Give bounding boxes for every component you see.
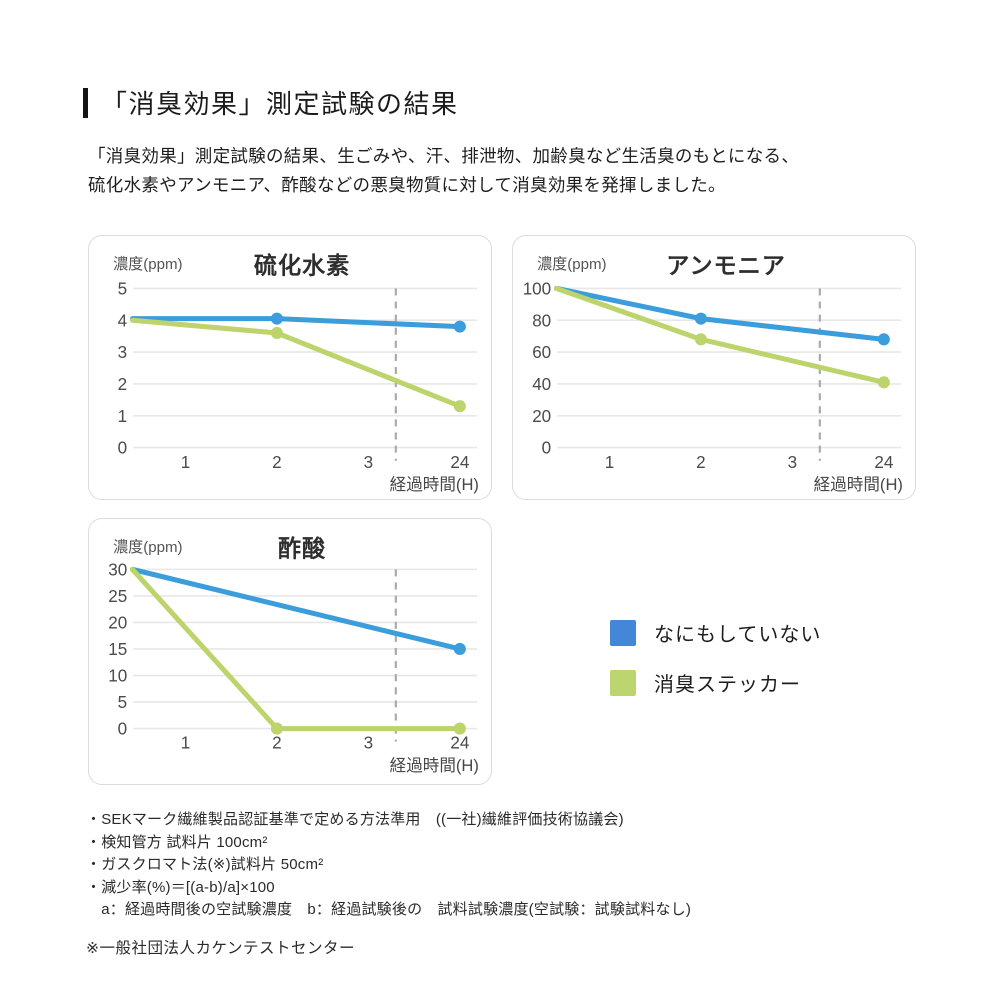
y-tick-label: 20 [532, 407, 551, 426]
y-tick-label: 5 [118, 279, 128, 298]
series-line [129, 566, 463, 652]
y-tick-label: 3 [118, 343, 128, 362]
intro-text: 「消臭効果」測定試験の結果、生ごみや、汗、排泄物、加齢臭など生活臭のもとになる、… [88, 142, 799, 200]
intro-line-2: 硫化水素やアンモニア、酢酸などの悪臭物質に対して消臭効果を発揮しました。 [88, 175, 726, 195]
chart-card-ammonia: 100 80 60 40 20 0 1 2 3 24 濃度(ppm) アンモニア経過時間(H) [512, 235, 916, 500]
footnotes: ・SEKマーク繊維製品認証基準で定める方法準用 ((一社)繊維評価技術協議会) ・… [86, 809, 691, 922]
intro-line-1: 「消臭効果」測定試験の結果、生ごみや、汗、排泄物、加齢臭など生活臭のもとになる、 [88, 146, 800, 166]
x-tick-label: 3 [364, 734, 374, 753]
legend-swatch [610, 619, 636, 646]
y-tick-label: 0 [542, 439, 552, 458]
data-point [453, 722, 466, 735]
y-tick-label: 0 [118, 439, 128, 458]
series-line [129, 317, 463, 409]
chart-card-acetic-acid: 30 25 20 15 10 5 0 1 2 3 24 濃度(ppm) 酢酸経過時間(H) [88, 518, 492, 785]
x-axis-label: 経過時間(H) [390, 475, 479, 494]
chart-title: 硫化水素 [254, 252, 350, 278]
y-axis-label: 濃度(ppm) [537, 256, 606, 273]
x-tick-label: 24 [450, 734, 469, 753]
y-tick-label: 10 [108, 667, 127, 686]
title-accent-bar [83, 87, 88, 118]
x-tick-label: 24 [874, 453, 893, 472]
x-axis-label: 経過時間(H) [814, 475, 903, 494]
data-point [453, 320, 466, 333]
data-point [270, 312, 283, 325]
footnote-line-3: ・減少率(%)＝[(a-b)/a]×100 [86, 878, 275, 896]
y-tick-label: 2 [118, 375, 128, 394]
x-tick-label: 3 [788, 453, 798, 472]
data-point [270, 722, 283, 735]
y-tick-label: 40 [532, 375, 551, 394]
chart-title: 酢酸 [278, 535, 326, 561]
y-tick-label: 100 [523, 279, 551, 298]
x-axis-label: 経過時間(H) [390, 756, 479, 775]
y-tick-label: 5 [118, 693, 128, 712]
chart-card-hydrogen-sulfide: 5 4 3 2 1 0 1 2 3 24 濃度(ppm) 硫化水素経過時間(H) [88, 235, 492, 500]
org-note: ※一般社団法人カケンテストセンター [86, 940, 356, 957]
y-tick-label: 60 [532, 343, 551, 362]
x-tick-label: 1 [605, 453, 615, 472]
chart-legend: なにもしていない 消臭ステッカー [610, 618, 821, 697]
data-point [453, 400, 466, 413]
footnote-line-2: ・ガスクロマト法(※)試料片 50cm² [86, 856, 324, 873]
x-tick-label: 3 [364, 453, 374, 472]
legend-label: 消臭ステッカー [654, 674, 801, 696]
legend-item-1: 消臭ステッカー [610, 668, 821, 697]
y-axis-label: 濃度(ppm) [113, 256, 182, 273]
y-tick-label: 80 [532, 311, 551, 330]
y-tick-label: 4 [118, 311, 128, 330]
x-tick-label: 2 [272, 734, 282, 753]
page-title: 「消臭効果」測定試験の結果 [101, 89, 459, 119]
y-axis-label: 濃度(ppm) [113, 539, 182, 556]
x-tick-label: 2 [272, 453, 282, 472]
y-tick-label: 25 [108, 587, 127, 606]
x-tick-label: 1 [181, 453, 191, 472]
y-tick-label: 30 [108, 560, 127, 579]
legend-swatch [610, 669, 636, 696]
y-tick-label: 15 [108, 640, 127, 659]
data-point [694, 333, 707, 346]
chart-title: アンモニア [666, 252, 786, 278]
legend-label: なにもしていない [654, 624, 822, 646]
x-tick-label: 1 [181, 734, 191, 753]
page-title-row: 「消臭効果」測定試験の結果 [83, 84, 459, 121]
data-point [877, 333, 890, 346]
series-line [553, 285, 887, 342]
footnote-line-0: ・SEKマーク繊維製品認証基準で定める方法準用 ((一社)繊維評価技術協議会) [86, 811, 624, 828]
footnote-line-4: a：経過時間後の空試験濃度 b：経過試験後の 試料試験濃度(空試験：試験試料なし… [86, 901, 692, 918]
legend-item-0: なにもしていない [610, 618, 821, 647]
x-tick-label: 2 [696, 453, 706, 472]
x-tick-label: 24 [450, 453, 469, 472]
data-point [270, 326, 283, 340]
data-point [694, 312, 707, 325]
data-point [453, 642, 466, 656]
y-tick-label: 0 [118, 720, 128, 739]
footnote-line-1: ・検知管方 試料片 100cm² [86, 833, 268, 851]
y-tick-label: 20 [108, 613, 127, 632]
y-tick-label: 1 [118, 407, 128, 426]
data-point [877, 376, 890, 389]
